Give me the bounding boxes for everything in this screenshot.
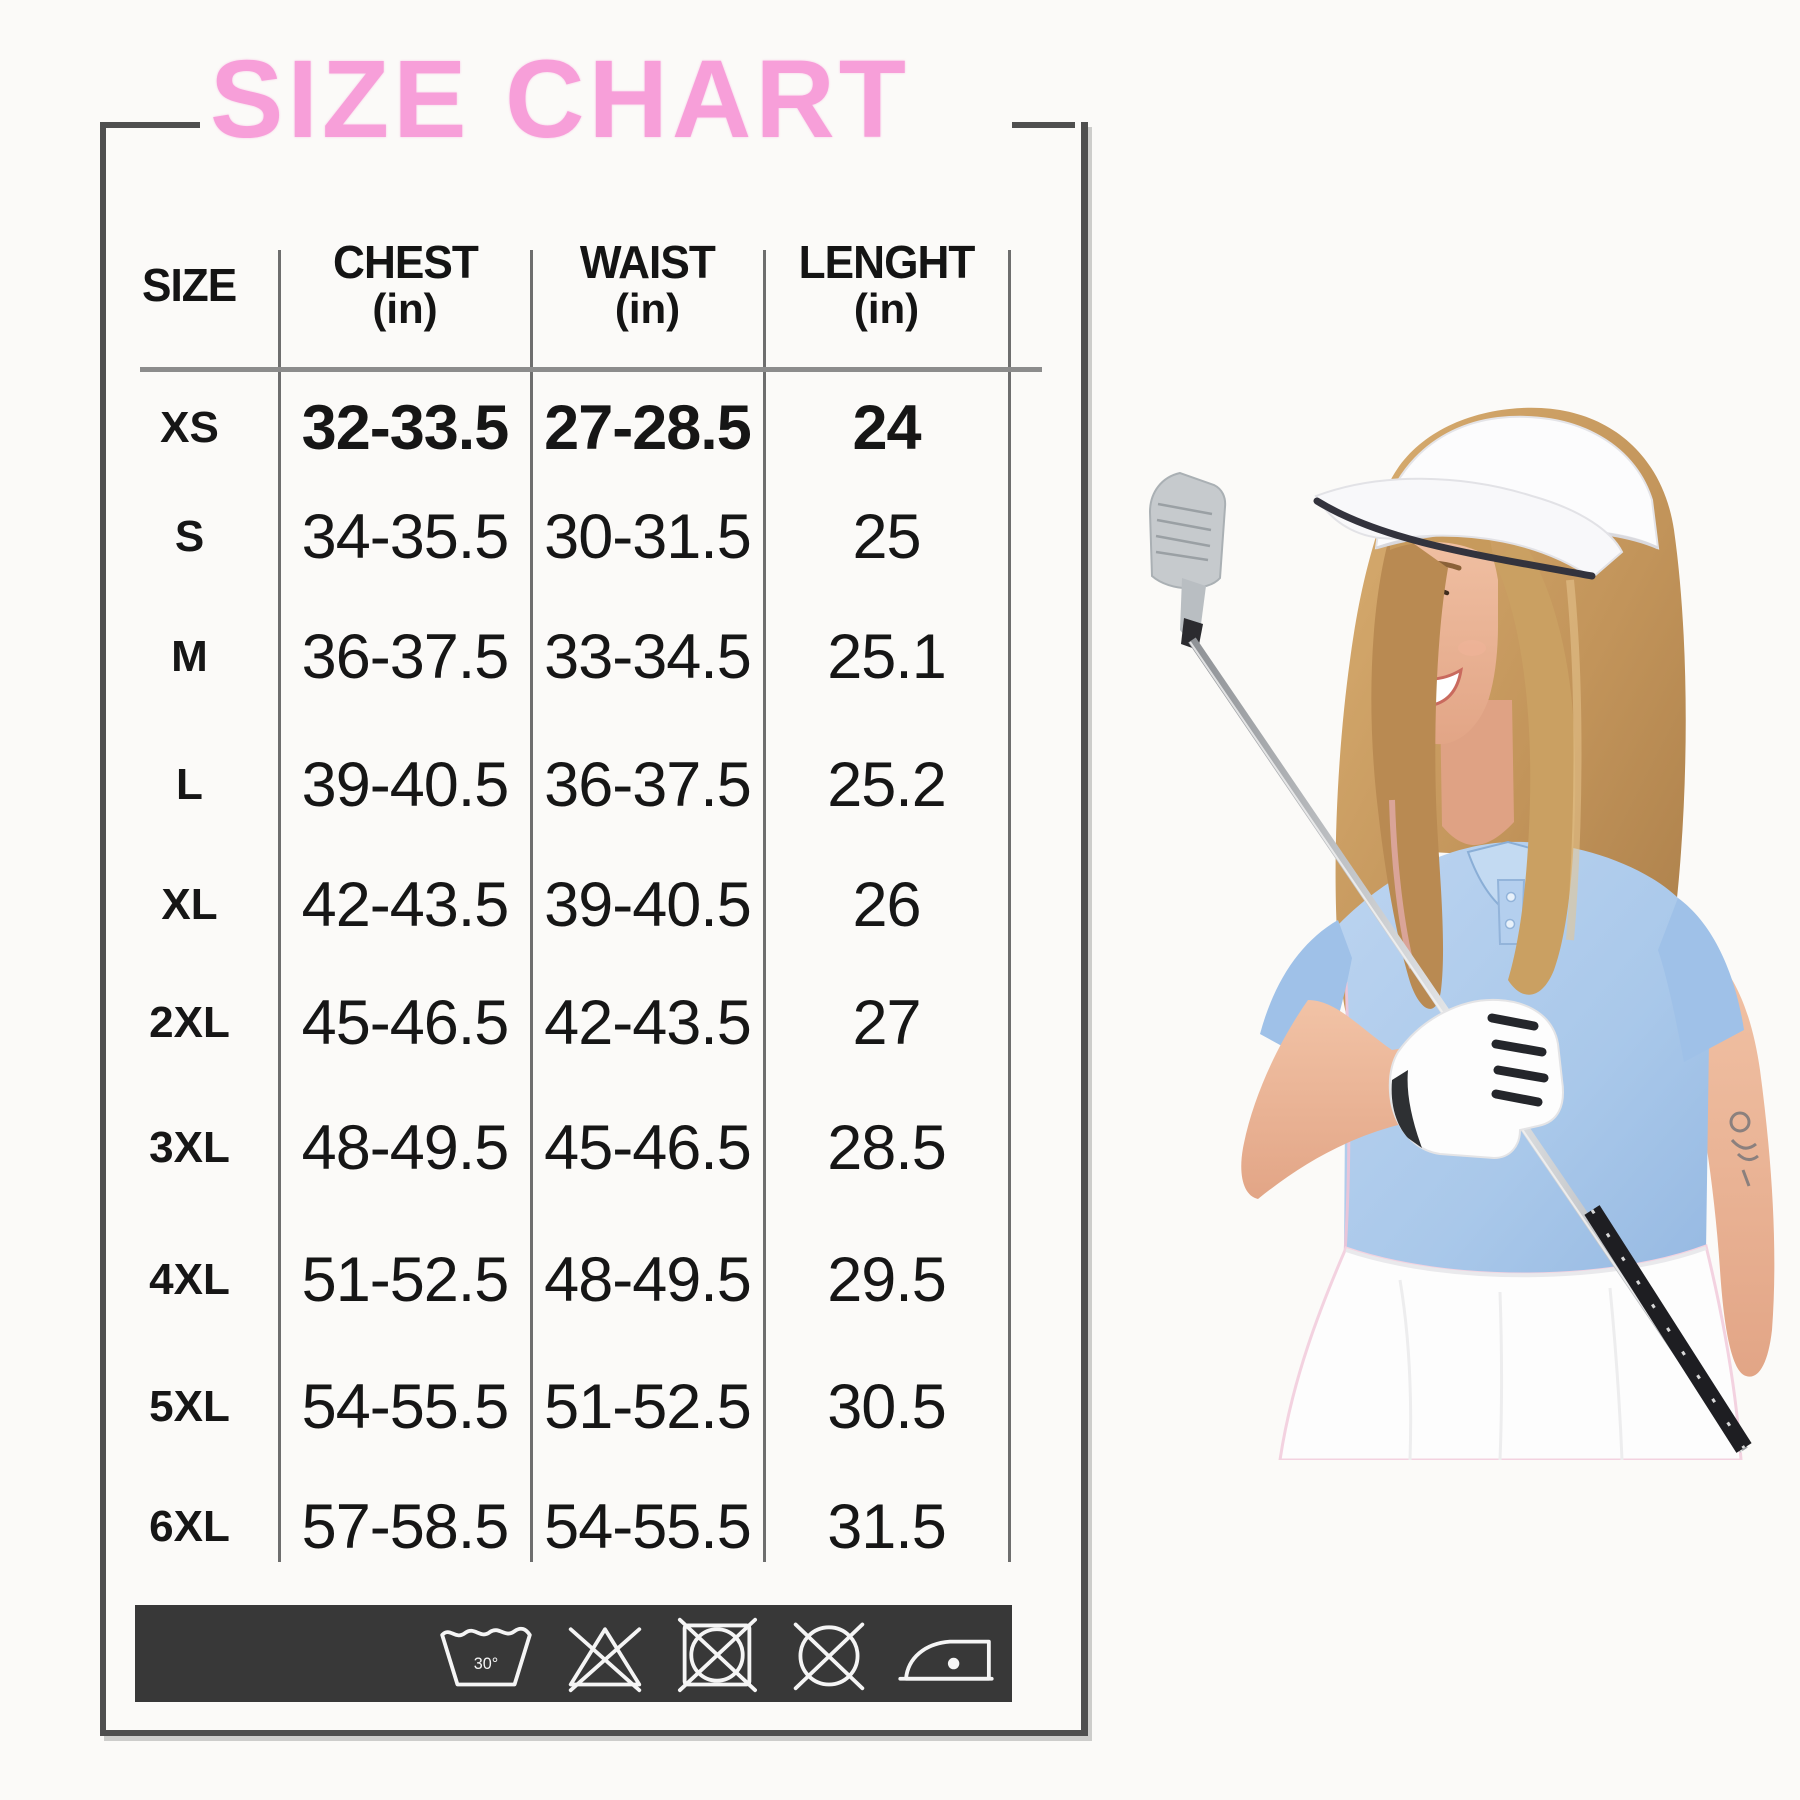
golfer-photo (1148, 407, 1775, 1460)
size-label: M (171, 632, 208, 681)
golfer-left-forearm (1241, 1000, 1448, 1199)
header-size-label: SIZE (142, 258, 237, 311)
length-value: 27 (852, 988, 921, 1058)
header-waist-label: WAIST (579, 236, 716, 289)
length-value: 29.5 (827, 1245, 947, 1315)
header-length-label: LENGHT (798, 236, 976, 289)
waist-value: 30-31.5 (544, 502, 752, 572)
length-value: 31.5 (827, 1492, 947, 1562)
golfer-tattoo (1729, 1111, 1759, 1187)
chest-value: 34-35.5 (301, 502, 510, 572)
waist-value: 48-49.5 (544, 1245, 752, 1315)
care-instructions-bar: 30° (135, 1605, 1012, 1702)
frame-top-right-segment (1012, 122, 1075, 128)
visor-brim (1314, 477, 1624, 580)
waist-value: 39-40.5 (544, 870, 752, 940)
club-grooves (1155, 502, 1213, 562)
size-label: 5XL (149, 1382, 230, 1431)
length-value: 24 (852, 393, 921, 463)
chest-value: 36-37.5 (301, 622, 510, 692)
header-waist: WAIST (in) (531, 222, 764, 348)
length-value: 30.5 (827, 1372, 947, 1442)
column-divider (530, 250, 533, 1562)
iron-dot (947, 1657, 960, 1669)
column-divider (1008, 250, 1011, 1562)
length-value: 25.1 (827, 622, 947, 692)
header-size: SIZE (100, 222, 279, 348)
golfer-glove (1388, 998, 1564, 1160)
length-value: 28.5 (827, 1113, 947, 1183)
header-rule (140, 367, 1042, 372)
chest-value: 42-43.5 (301, 870, 510, 940)
chest-value: 32-33.5 (301, 393, 510, 463)
frame-top-left-segment (100, 122, 200, 128)
length-value: 25.2 (827, 750, 947, 820)
waist-value: 27-28.5 (544, 393, 752, 463)
glove-wrist-trim (1391, 1070, 1422, 1148)
golfer-skirt (1278, 1244, 1743, 1460)
size-label: XL (161, 880, 218, 929)
waist-value: 33-34.5 (544, 622, 752, 692)
length-value: 26 (852, 870, 921, 940)
size-label: XS (160, 403, 219, 452)
page-title: SIZE CHART (210, 38, 910, 161)
hair-highlight (1566, 579, 1582, 941)
column-divider (763, 250, 766, 1562)
chest-value: 45-46.5 (301, 988, 510, 1058)
iron-low-icon (898, 1639, 994, 1681)
do-not-tumble-dry-icon (677, 1617, 757, 1692)
chest-value: 39-40.5 (301, 750, 510, 820)
waist-value: 51-52.5 (544, 1372, 752, 1442)
chest-value: 54-55.5 (301, 1372, 510, 1442)
waist-value: 42-43.5 (544, 988, 752, 1058)
grip-dashes (1590, 1209, 1746, 1449)
size-label: 4XL (149, 1255, 230, 1304)
golfer-visor (1313, 415, 1660, 580)
header-length-unit: (in) (853, 285, 920, 333)
visor-dark-piping (1313, 497, 1596, 580)
header-chest-unit: (in) (372, 285, 438, 333)
column-divider (278, 250, 281, 1562)
golfer-cheek (1458, 640, 1486, 656)
header-chest-label: CHEST (332, 236, 479, 289)
do-not-dry-clean-icon (793, 1622, 865, 1690)
chest-value: 48-49.5 (301, 1113, 510, 1183)
length-value: 25 (852, 502, 921, 572)
golfer-right-sleeve (1658, 898, 1744, 1062)
header-waist-unit: (in) (614, 285, 681, 333)
size-label: L (176, 760, 203, 809)
header-length: LENGHT (in) (764, 222, 1009, 348)
polo-button (1505, 891, 1517, 903)
polo-button (1504, 918, 1516, 930)
waist-value: 54-55.5 (544, 1492, 752, 1562)
waist-value: 45-46.5 (544, 1113, 752, 1183)
chest-value: 57-58.5 (301, 1492, 510, 1562)
club-head (1148, 471, 1227, 590)
chest-value: 51-52.5 (301, 1245, 510, 1315)
wash-temp-label: 30° (474, 1655, 498, 1673)
size-label: S (174, 512, 205, 561)
size-label: 3XL (149, 1123, 230, 1172)
glove-finger-stripes (1487, 1013, 1549, 1107)
waist-value: 36-37.5 (544, 750, 752, 820)
chart-frame (100, 122, 1088, 1736)
golf-club (1148, 471, 1752, 1453)
header-chest: CHEST (in) (279, 222, 531, 348)
do-not-bleach-icon (568, 1626, 642, 1692)
size-label: 2XL (149, 998, 230, 1047)
size-label: 6XL (149, 1502, 230, 1551)
machine-wash-30-icon: 30° (440, 1626, 532, 1686)
